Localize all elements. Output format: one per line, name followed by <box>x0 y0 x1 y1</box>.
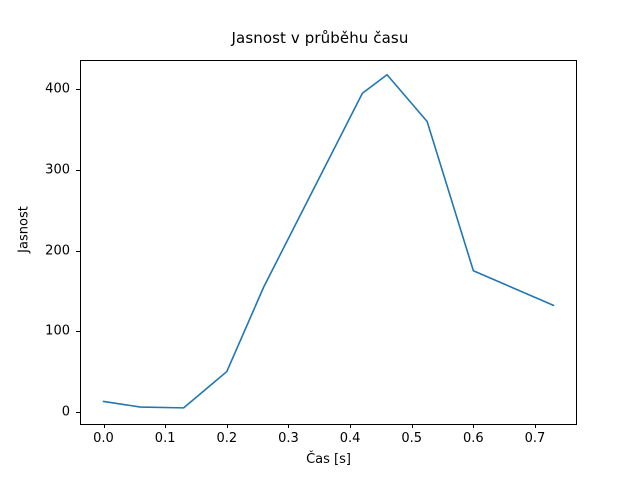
x-tick-mark <box>288 424 290 428</box>
y-tick-mark <box>76 411 80 413</box>
x-tick-label: 0.0 <box>93 431 114 446</box>
x-tick-label: 0.3 <box>278 431 299 446</box>
x-tick-mark <box>226 424 228 428</box>
x-axis-label: Čas [s] <box>306 452 351 467</box>
x-tick-mark <box>535 424 536 428</box>
x-tick-label: 0.1 <box>154 431 176 446</box>
x-tick-mark <box>350 424 352 428</box>
y-tick-label: 200 <box>45 243 70 259</box>
plot-area <box>80 60 577 425</box>
x-tick-mark <box>411 424 413 428</box>
y-tick-label: 100 <box>45 323 70 339</box>
y-tick-mark <box>76 89 80 91</box>
y-tick-label: 0 <box>61 404 70 420</box>
y-tick-label: 300 <box>45 162 70 178</box>
x-tick-mark <box>103 424 105 428</box>
x-tick-mark <box>165 424 167 428</box>
x-tick-mark <box>473 424 475 428</box>
x-tick-label: 0.2 <box>216 431 238 446</box>
x-tick-label: 0.6 <box>463 431 484 446</box>
chart-title: Jasnost v průběhu času <box>231 29 409 47</box>
x-tick-label: 0.7 <box>524 431 546 446</box>
x-tick-label: 0.5 <box>401 431 423 446</box>
y-axis-label: Jasnost <box>16 206 32 253</box>
y-tick-mark <box>76 250 80 252</box>
line-series-svg <box>102 73 555 409</box>
data-line <box>102 73 555 409</box>
y-tick-mark <box>76 331 80 333</box>
x-tick-label: 0.4 <box>339 431 361 446</box>
y-tick-label: 400 <box>45 81 70 97</box>
y-tick-mark <box>76 169 80 171</box>
